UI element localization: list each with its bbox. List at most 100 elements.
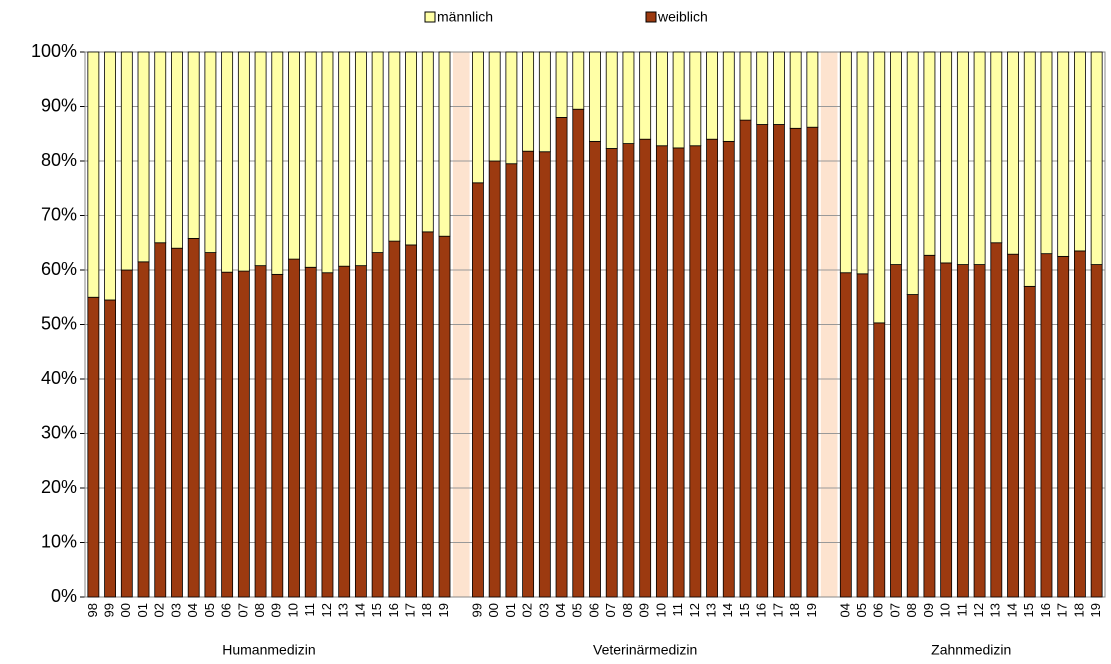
bar-segment bbox=[890, 264, 902, 598]
x-tick-label: 99 bbox=[102, 603, 117, 617]
x-tick-label: 12 bbox=[319, 603, 334, 617]
bar-segment bbox=[87, 296, 100, 598]
bar-segment bbox=[1057, 51, 1070, 257]
x-tick-label: 06 bbox=[586, 603, 601, 617]
legend-label: weiblich bbox=[657, 9, 708, 25]
x-tick-label: 08 bbox=[904, 603, 919, 617]
bar-segment bbox=[488, 51, 501, 162]
bar-segment bbox=[990, 51, 1003, 244]
bar-segment bbox=[522, 150, 535, 598]
bar-segment bbox=[973, 264, 986, 598]
x-tick-label: 10 bbox=[653, 603, 668, 617]
legend-swatch bbox=[424, 11, 436, 23]
bar-segment bbox=[655, 51, 668, 147]
bar-segment bbox=[1057, 255, 1070, 598]
bar-segment bbox=[756, 124, 769, 598]
y-tick-label: 80% bbox=[41, 150, 77, 170]
x-tick-label: 02 bbox=[152, 603, 167, 617]
bar-segment bbox=[773, 124, 785, 598]
x-tick-label: 12 bbox=[687, 603, 702, 617]
bar-segment bbox=[421, 231, 434, 598]
x-tick-label: 09 bbox=[921, 603, 936, 617]
bar-segment bbox=[739, 119, 752, 598]
bar-segment bbox=[1074, 250, 1086, 598]
x-tick-label: 17 bbox=[770, 603, 785, 617]
x-tick-label: 08 bbox=[620, 603, 635, 617]
bar-segment bbox=[940, 51, 953, 264]
x-tick-label: 13 bbox=[336, 603, 351, 617]
x-tick-label: 09 bbox=[269, 603, 284, 617]
x-tick-label: 12 bbox=[971, 603, 986, 617]
bar-segment bbox=[990, 242, 1003, 598]
bar-segment bbox=[1023, 51, 1036, 287]
bar-segment bbox=[1090, 51, 1103, 265]
bar-segment bbox=[522, 51, 535, 152]
x-tick-label: 00 bbox=[118, 603, 133, 617]
bar-segment bbox=[171, 51, 183, 249]
bar-segment bbox=[956, 264, 969, 598]
x-tick-label: 07 bbox=[235, 603, 250, 617]
group-label: Zahnmedizin bbox=[931, 642, 1011, 658]
x-tick-label: 05 bbox=[570, 603, 585, 617]
bar-segment bbox=[538, 51, 551, 153]
bar-segment bbox=[388, 51, 401, 242]
bar-segment bbox=[589, 140, 601, 598]
x-tick-label: 19 bbox=[436, 603, 451, 617]
bar-segment bbox=[87, 51, 100, 298]
bar-segment bbox=[890, 51, 902, 265]
x-tick-label: 19 bbox=[804, 603, 819, 617]
bar-segment bbox=[354, 265, 367, 598]
x-tick-label: 05 bbox=[854, 603, 869, 617]
x-tick-label: 05 bbox=[202, 603, 217, 617]
bar-segment bbox=[221, 51, 234, 273]
bar-segment bbox=[538, 151, 551, 598]
bar-segment bbox=[321, 272, 334, 598]
bar-segment bbox=[722, 51, 735, 142]
bar-segment bbox=[254, 51, 267, 267]
x-tick-label: 14 bbox=[1004, 603, 1019, 617]
x-tick-label: 18 bbox=[419, 603, 434, 617]
bar-segment bbox=[204, 252, 217, 598]
bar-segment bbox=[739, 51, 752, 121]
bar-segment bbox=[472, 182, 484, 598]
x-tick-label: 09 bbox=[637, 603, 652, 617]
bar-segment bbox=[806, 51, 819, 128]
bar-segment bbox=[940, 262, 953, 598]
bar-segment bbox=[321, 51, 334, 274]
bar-segment bbox=[338, 51, 351, 267]
x-tick-label: 13 bbox=[988, 603, 1003, 617]
bar-segment bbox=[154, 51, 167, 244]
y-tick-label: 10% bbox=[41, 531, 77, 551]
bar-segment bbox=[672, 147, 685, 598]
bar-segment bbox=[856, 51, 869, 275]
y-tick-label: 90% bbox=[41, 95, 77, 115]
bar-segment bbox=[237, 51, 250, 272]
bar-segment bbox=[873, 51, 886, 324]
x-tick-label: 98 bbox=[85, 603, 100, 617]
x-tick-label: 01 bbox=[135, 603, 150, 617]
x-tick-label: 13 bbox=[703, 603, 718, 617]
bar-segment bbox=[839, 51, 852, 274]
legend-label: männlich bbox=[437, 9, 493, 25]
x-tick-label: 10 bbox=[938, 603, 953, 617]
bar-segment bbox=[689, 145, 702, 598]
bar-segment bbox=[371, 51, 384, 253]
y-tick-label: 60% bbox=[41, 259, 77, 279]
bar-segment bbox=[689, 51, 702, 147]
bar-segment bbox=[923, 254, 936, 598]
bar-segment bbox=[605, 148, 618, 598]
x-tick-label: 06 bbox=[219, 603, 234, 617]
bar-segment bbox=[706, 138, 718, 598]
bar-segment bbox=[488, 160, 501, 598]
bar-segment bbox=[120, 269, 133, 598]
bar-segment bbox=[1040, 51, 1053, 255]
bar-segment bbox=[371, 252, 384, 598]
x-tick-label: 14 bbox=[352, 603, 367, 617]
bar-segment bbox=[254, 265, 267, 598]
group-label: Veterinärmedizin bbox=[593, 642, 697, 658]
bar-segment bbox=[271, 51, 284, 275]
x-tick-label: 04 bbox=[553, 603, 568, 617]
bar-segment bbox=[923, 51, 936, 256]
bar-segment bbox=[555, 117, 568, 598]
x-tick-label: 07 bbox=[603, 603, 618, 617]
